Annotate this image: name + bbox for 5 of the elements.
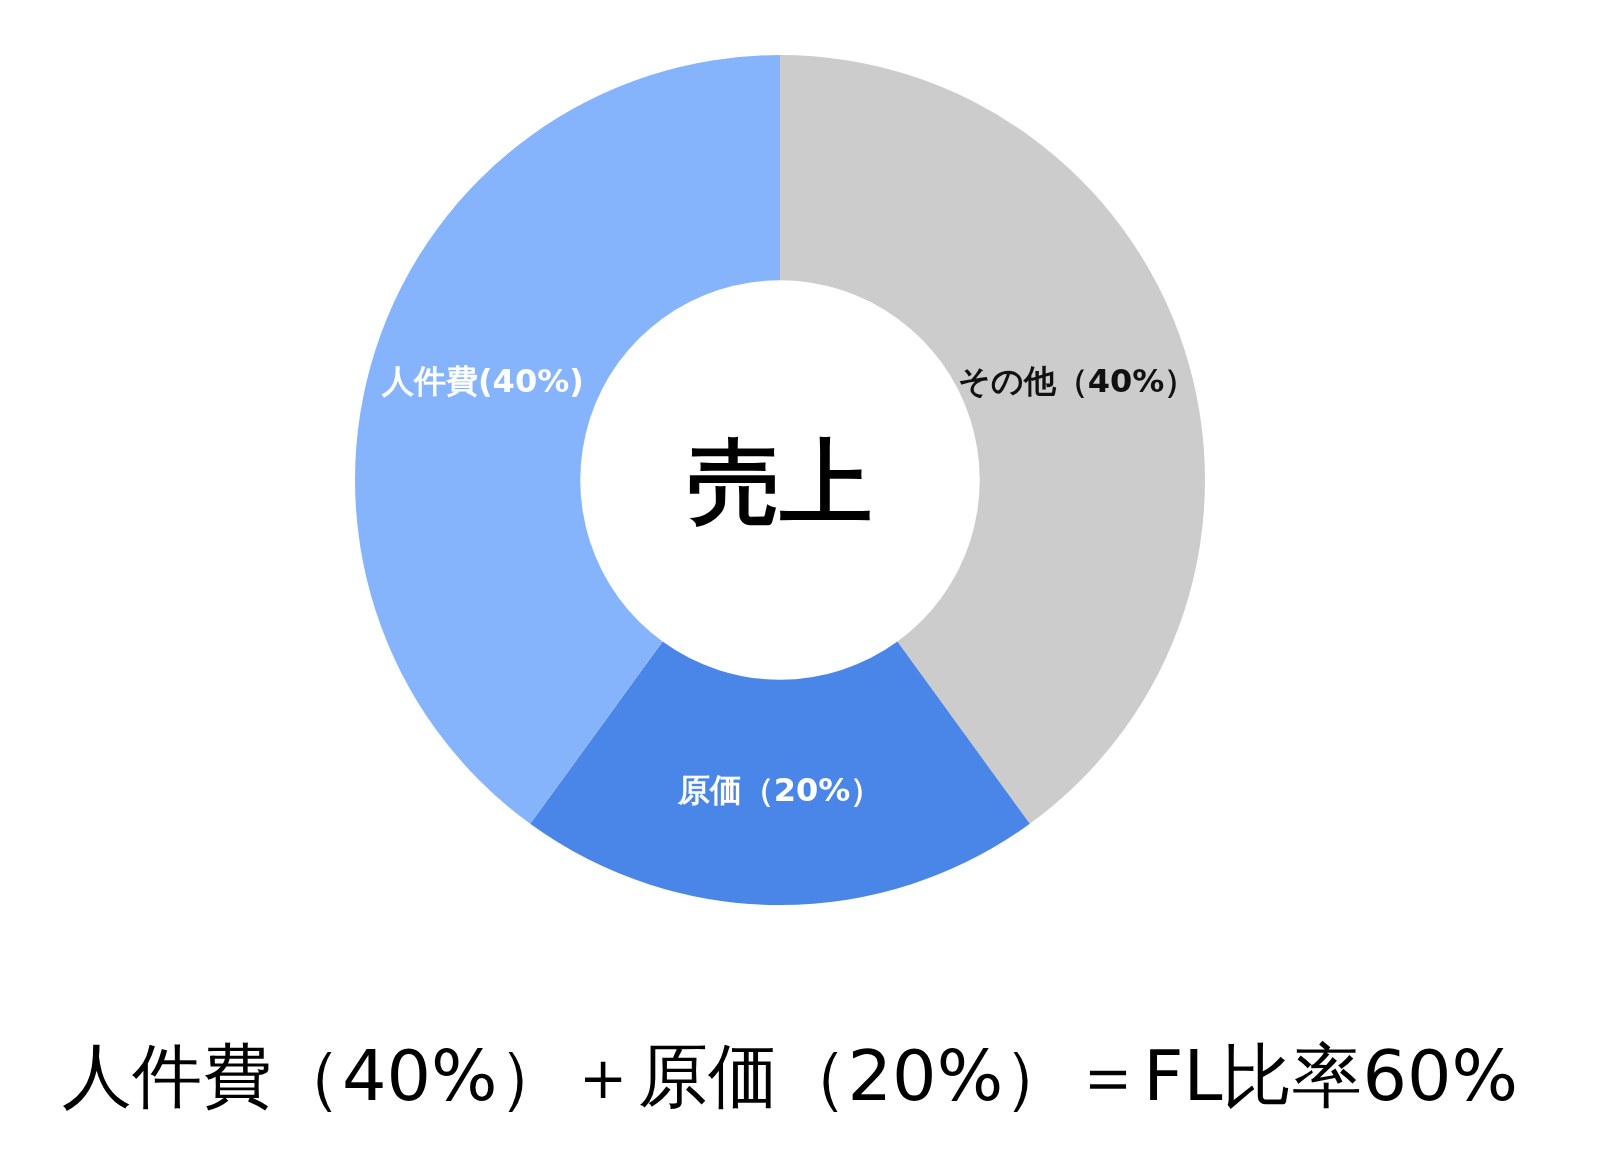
slice-label: 人件費(40%) — [380, 361, 584, 400]
slice-label: その他（40%） — [957, 361, 1197, 400]
text: 人件費（40%）＋原価（20%）＝FL比率60% — [61, 1035, 1519, 1118]
slice-label: 原価（20%） — [676, 770, 883, 809]
text: 売上 — [688, 428, 872, 536]
